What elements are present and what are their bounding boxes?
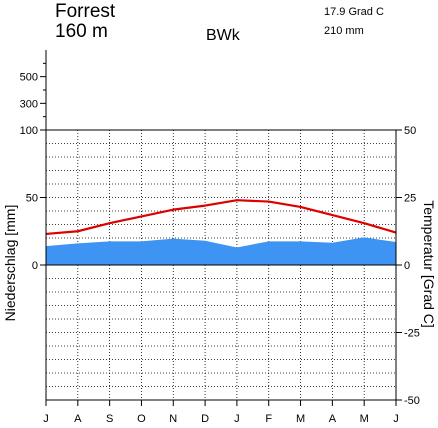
month-label: M [360, 413, 369, 425]
temp-tick-label: -25 [404, 328, 420, 340]
month-label: A [329, 413, 337, 425]
climate-class: BWk [206, 27, 241, 44]
precip-tick-label: 500 [20, 72, 38, 84]
month-label: M [296, 413, 305, 425]
precip-tick-label: 100 [20, 125, 38, 137]
y-axis-left-label: Niederschlag [mm] [2, 205, 18, 322]
precip-tick-label: 50 [26, 193, 38, 205]
temp-tick-label: 0 [404, 260, 410, 272]
month-label: S [106, 413, 113, 425]
station-elevation: 160 m [55, 21, 108, 42]
month-label: J [393, 413, 399, 425]
tick-labels: 0 50 100 300 500 -50 -25 0 25 50 J A S O N D J F M A M J [20, 62, 420, 425]
temperature-series [45, 199, 397, 236]
station-name: Forrest [55, 1, 116, 22]
month-label: A [74, 413, 82, 425]
temp-tick-label: 50 [404, 125, 416, 137]
month-label: D [201, 413, 209, 425]
month-label: N [169, 413, 177, 425]
month-label: O [137, 413, 146, 425]
precip-tick-label: 300 [20, 98, 38, 110]
precipitation-series [46, 237, 396, 265]
mean-temperature: 17.9 Grad C [324, 6, 384, 18]
month-label: J [43, 413, 49, 425]
y-axis-right-label: Temperatur [Grad C] [421, 200, 437, 328]
annual-precipitation: 210 mm [324, 25, 364, 37]
month-label: J [234, 413, 240, 425]
temperature-line [45, 199, 397, 236]
precipitation-area [46, 237, 396, 265]
precip-tick-label: 0 [32, 260, 38, 272]
month-label: F [265, 413, 272, 425]
temp-tick-label: 25 [404, 193, 416, 205]
temp-tick-label: -50 [404, 395, 420, 407]
